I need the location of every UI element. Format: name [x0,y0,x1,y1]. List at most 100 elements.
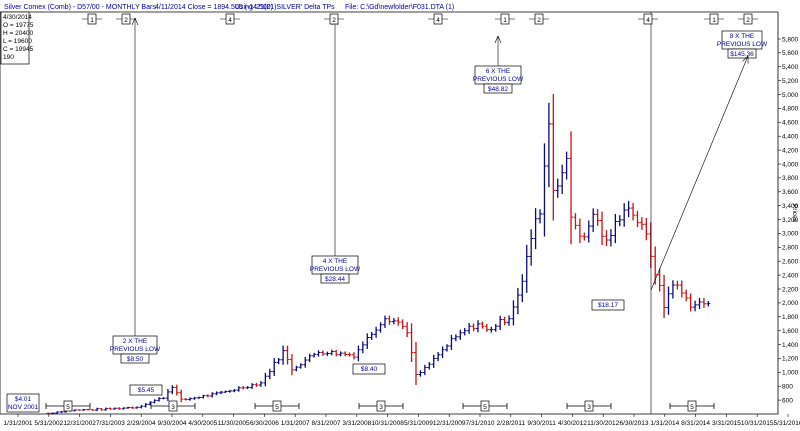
ohlc-line: 190 [3,54,14,61]
y-tick-label: 2,000 [782,300,799,307]
ohlc-bar [210,392,215,398]
ohlc-bar [493,324,498,332]
cycle-marker-top-box [87,13,97,25]
annotation-value: $28.44 [325,276,345,283]
ohlc-bar [586,220,591,243]
y-tick-label: 3,800 [782,175,799,182]
ohlc-bar [99,407,104,411]
cycle-marker-bottom-box [168,400,178,412]
ohlc-bar [196,396,201,399]
annotation-value: $145.36 [730,51,754,58]
low-text: $18.17 [598,302,618,309]
ohlc-bar [639,217,644,230]
ohlc-bar [86,408,91,411]
y-tick-label: 4,200 [782,147,799,154]
annotation-3-text: 6 X THE [486,68,511,75]
y-tick-label: 5,000 [782,92,799,99]
y-tick-label: 2,400 [782,272,799,279]
ohlc-bar [427,362,432,370]
y-tick-label: 600 [782,397,793,404]
cycle-marker-bottom-label: 3 [587,404,591,411]
y-tick-label: 4,000 [782,161,799,168]
ohlc-bar [276,358,281,365]
ohlc-bar [453,334,458,342]
ohlc-bar [555,178,560,198]
y-tick-label: 5,800 [782,36,799,43]
ohlc-bar [688,293,693,312]
cycle-marker-bottom-box [584,400,594,412]
ohlc-line: C = 19945 [3,46,34,53]
x-tick-label: 8/31/2014 [681,420,710,427]
cycle-marker-bottom-label: 5 [690,404,694,411]
ohlc-bar [223,390,228,394]
x-tick-label: 5/31/2016 [774,420,800,427]
ohlc-bar [134,406,139,409]
y-tick-label: 1,400 [782,342,799,349]
y-tick-label: 800 [782,384,793,391]
cycle-marker-top-label: 1 [90,17,94,24]
ohlc-bar [281,345,286,365]
ohlc-bar [476,320,481,333]
x-tick-label: 1/31/2014 [650,420,679,427]
annotation-4-text: 8 X THE [730,33,755,40]
y-tick-label: 1,200 [782,356,799,363]
cycle-marker-top-box [329,13,339,25]
cycle-markers: 1 2 4 2 4 1 2 4 1 2 5 3 5 3 5 3 5 [45,13,758,412]
ohlc-bar [653,246,658,285]
ohlc-bar [484,324,489,332]
annotation-value-box [320,273,350,284]
ohlc-bar [697,297,702,310]
annotation-value-box [727,48,757,59]
ohlc-line: L = 19600 [3,38,32,45]
ohlc-bar [139,405,144,409]
projection-arrowhead [742,55,749,64]
ohlc-bar [201,394,206,399]
ohlc-bar [684,289,689,302]
ohlc-bar [564,151,569,180]
ohlc-bar [413,342,418,385]
annotation-value-box [120,353,150,364]
ohlc-bar [59,410,64,413]
header-title: Silver Comex (Comb) - D57/00 - MONTHLY B… [4,4,156,11]
ohlc-bar [90,409,95,411]
ohlc-bar [179,389,184,403]
ohlc-bar [241,386,246,390]
ohlc-bar [258,381,263,387]
plot-frame [0,11,779,415]
x-tick-label: 3/31/2015 [712,420,741,427]
cycle-marker-top-box [534,13,544,25]
ohlc-bar [546,102,551,188]
low-box [6,393,40,413]
ohlc-bar [670,280,675,299]
ohlc-bar [436,351,441,362]
ohlc-line: 4/30/2014 [3,14,32,21]
price-bars [46,93,711,415]
header-file: File: C:\Gd\newfolder\F031.DTA (1) [345,4,454,11]
cycle-marker-top-label: 2 [746,17,750,24]
ohlc-bar [458,329,463,340]
ohlc-line: H = 20400 [3,30,34,37]
ohlc-bar [440,346,445,359]
ohlc-bar [325,351,330,356]
cycle-marker-bottom-label: 3 [379,404,383,411]
cycle-marker-bottom-box [687,400,697,412]
ohlc-bar [152,399,157,404]
ohlc-bar [679,280,684,298]
x-tick-label: 12/31/2002 [63,420,96,427]
ohlc-bar [143,403,148,408]
axes: 600 800 1,000 1,200 1,400 1,600 1,800 2,000 2,20… [4,36,800,427]
ohlc-bar [95,407,100,412]
ohlc-bar [351,352,356,360]
ohlc-bar [418,370,423,377]
annotation-value: $48.82 [488,86,508,93]
cycle-marker-top-box [433,13,443,25]
ohlc-bar [126,406,131,409]
ohlc-bar [334,349,339,357]
ohlc-bar [662,274,667,319]
ohlc-bar [108,407,113,410]
ohlc-bar [245,386,250,390]
ohlc-bar [320,350,325,356]
ohlc-bar [507,315,512,326]
